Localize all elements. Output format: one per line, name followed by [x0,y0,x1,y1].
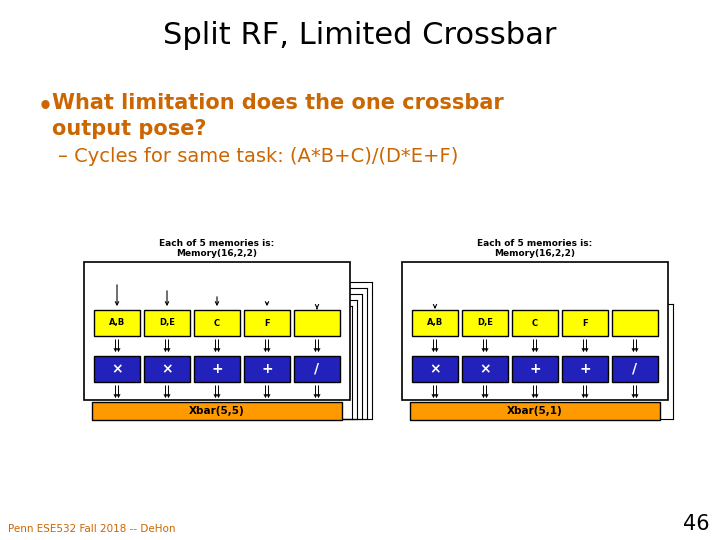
Bar [462,310,508,336]
Text: Penn ESE532 Fall 2018 -- DeHon: Penn ESE532 Fall 2018 -- DeHon [8,524,176,534]
Text: Split RF, Limited Crossbar: Split RF, Limited Crossbar [163,21,557,50]
Bar [244,310,290,336]
Bar [402,262,668,400]
Bar [194,356,240,382]
Bar [294,356,340,382]
Text: Each of 5 memories is:
Memory(16,2,2): Each of 5 memories is: Memory(16,2,2) [477,239,593,258]
Bar [84,262,350,400]
Text: +: + [529,362,541,376]
Text: +: + [579,362,591,376]
Text: F: F [264,319,270,327]
Text: /: / [315,362,320,376]
Text: ×: × [429,362,441,376]
Text: A,B: A,B [109,319,125,327]
Bar [410,402,660,420]
Bar [244,356,290,382]
Bar [612,310,658,336]
Bar [94,356,140,382]
Text: D,E: D,E [159,319,175,327]
Bar [412,356,458,382]
Text: ×: × [111,362,123,376]
Bar [512,356,558,382]
Text: Xbar(5,1): Xbar(5,1) [507,406,563,416]
Text: +: + [261,362,273,376]
Text: 46: 46 [683,514,710,534]
Bar [412,310,458,336]
Text: F: F [582,319,588,327]
Bar [462,356,508,382]
Bar [612,356,658,382]
Text: Xbar(5,5): Xbar(5,5) [189,406,245,416]
Text: C: C [214,319,220,327]
Text: What limitation does the one crossbar
output pose?: What limitation does the one crossbar ou… [52,93,504,139]
Text: Each of 5 memories is:
Memory(16,2,2): Each of 5 memories is: Memory(16,2,2) [159,239,274,258]
Bar [144,310,190,336]
Text: – Cycles for same task: (A*B+C)/(D*E+F): – Cycles for same task: (A*B+C)/(D*E+F) [58,147,459,166]
Text: D,E: D,E [477,319,493,327]
Text: ×: × [480,362,491,376]
Text: A,B: A,B [427,319,443,327]
Text: •: • [38,95,53,119]
Text: ×: × [161,362,173,376]
Text: +: + [211,362,222,376]
Bar [94,310,140,336]
Bar [512,310,558,336]
Text: C: C [532,319,538,327]
Bar [194,310,240,336]
Bar [294,310,340,336]
Bar [144,356,190,382]
Bar [562,356,608,382]
Text: /: / [632,362,638,376]
Bar [562,310,608,336]
Bar [92,402,342,420]
